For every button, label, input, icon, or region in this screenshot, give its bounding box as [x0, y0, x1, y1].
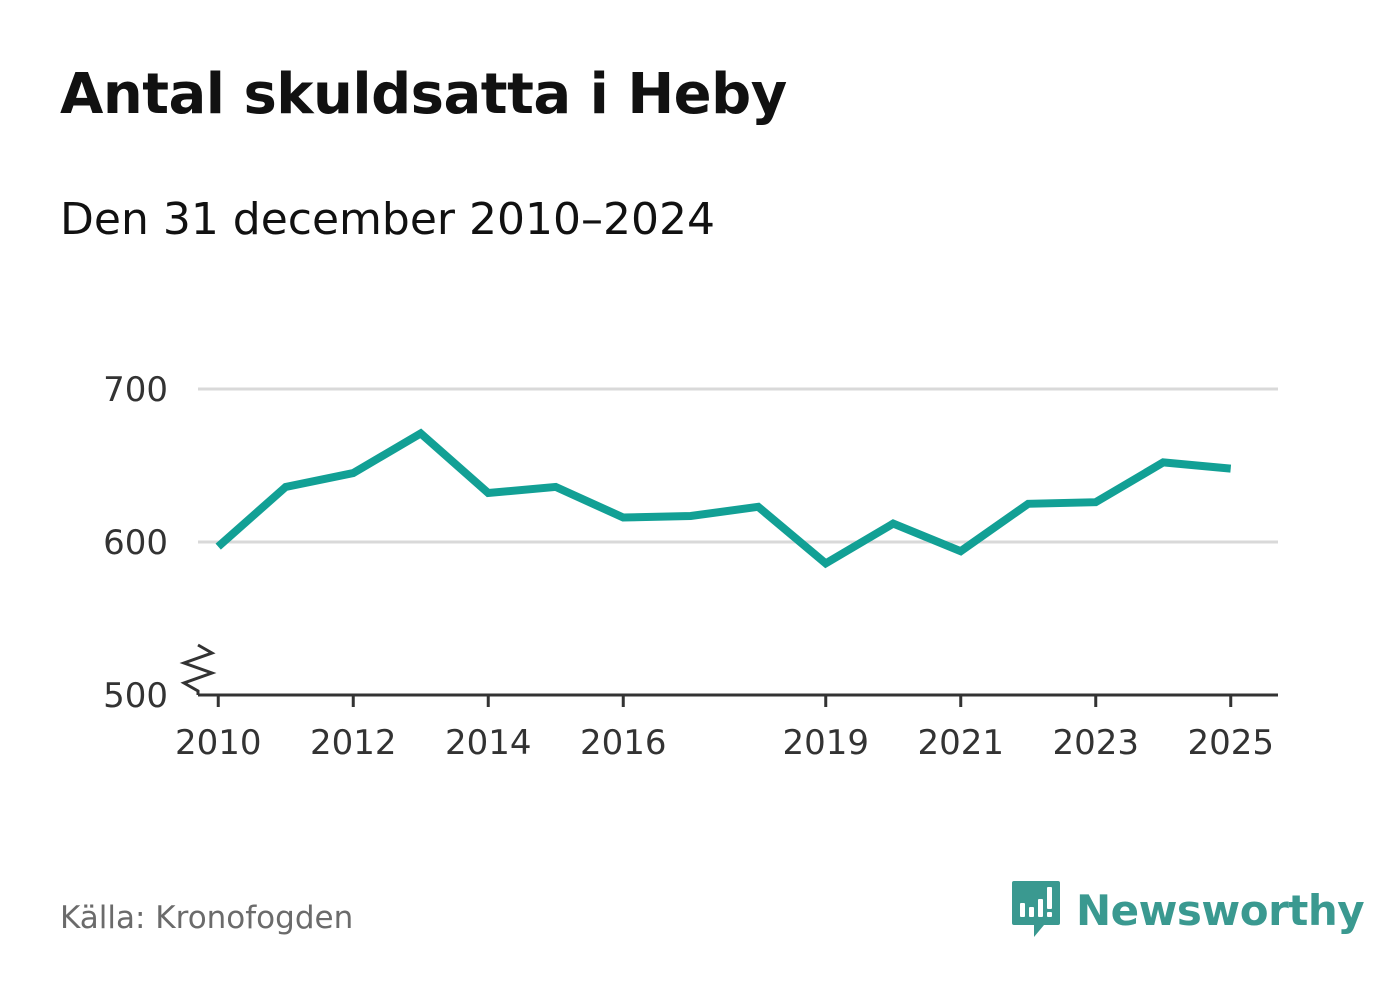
x-tick-label: 2010	[175, 723, 262, 763]
x-tick-label: 2016	[580, 723, 667, 763]
x-tick-label: 2025	[1187, 723, 1274, 763]
series-line	[215, 428, 1232, 569]
y-tick-label: 700	[103, 370, 168, 410]
x-tick-label: 2023	[1052, 723, 1139, 763]
chart-title: Antal skuldsatta i Heby	[60, 62, 787, 127]
grid-lines	[198, 387, 1278, 544]
source-note: Källa: Kronofogden	[60, 900, 354, 936]
y-tick-label: 500	[103, 676, 168, 716]
y-axis-break-marker	[179, 643, 217, 695]
x-tick-label: 2012	[310, 723, 397, 763]
brand-name: Newsworthy	[1076, 885, 1365, 935]
series	[215, 428, 1232, 569]
x-tick-label: 2014	[445, 723, 532, 763]
x-tick-label: 2021	[917, 723, 1004, 763]
brand-logo: Newsworthy	[1010, 878, 1365, 942]
chart-subtitle: Den 31 december 2010–2024	[60, 194, 715, 245]
y-tick-label: 600	[103, 523, 168, 563]
tick-labels: 500 600 700 2010 2012 2014 2016 2019 2021 2023 202…	[103, 370, 1274, 763]
x-tick-label: 2019	[782, 723, 869, 763]
axes	[179, 643, 1278, 707]
newsworthy-logo-icon	[1012, 881, 1060, 937]
